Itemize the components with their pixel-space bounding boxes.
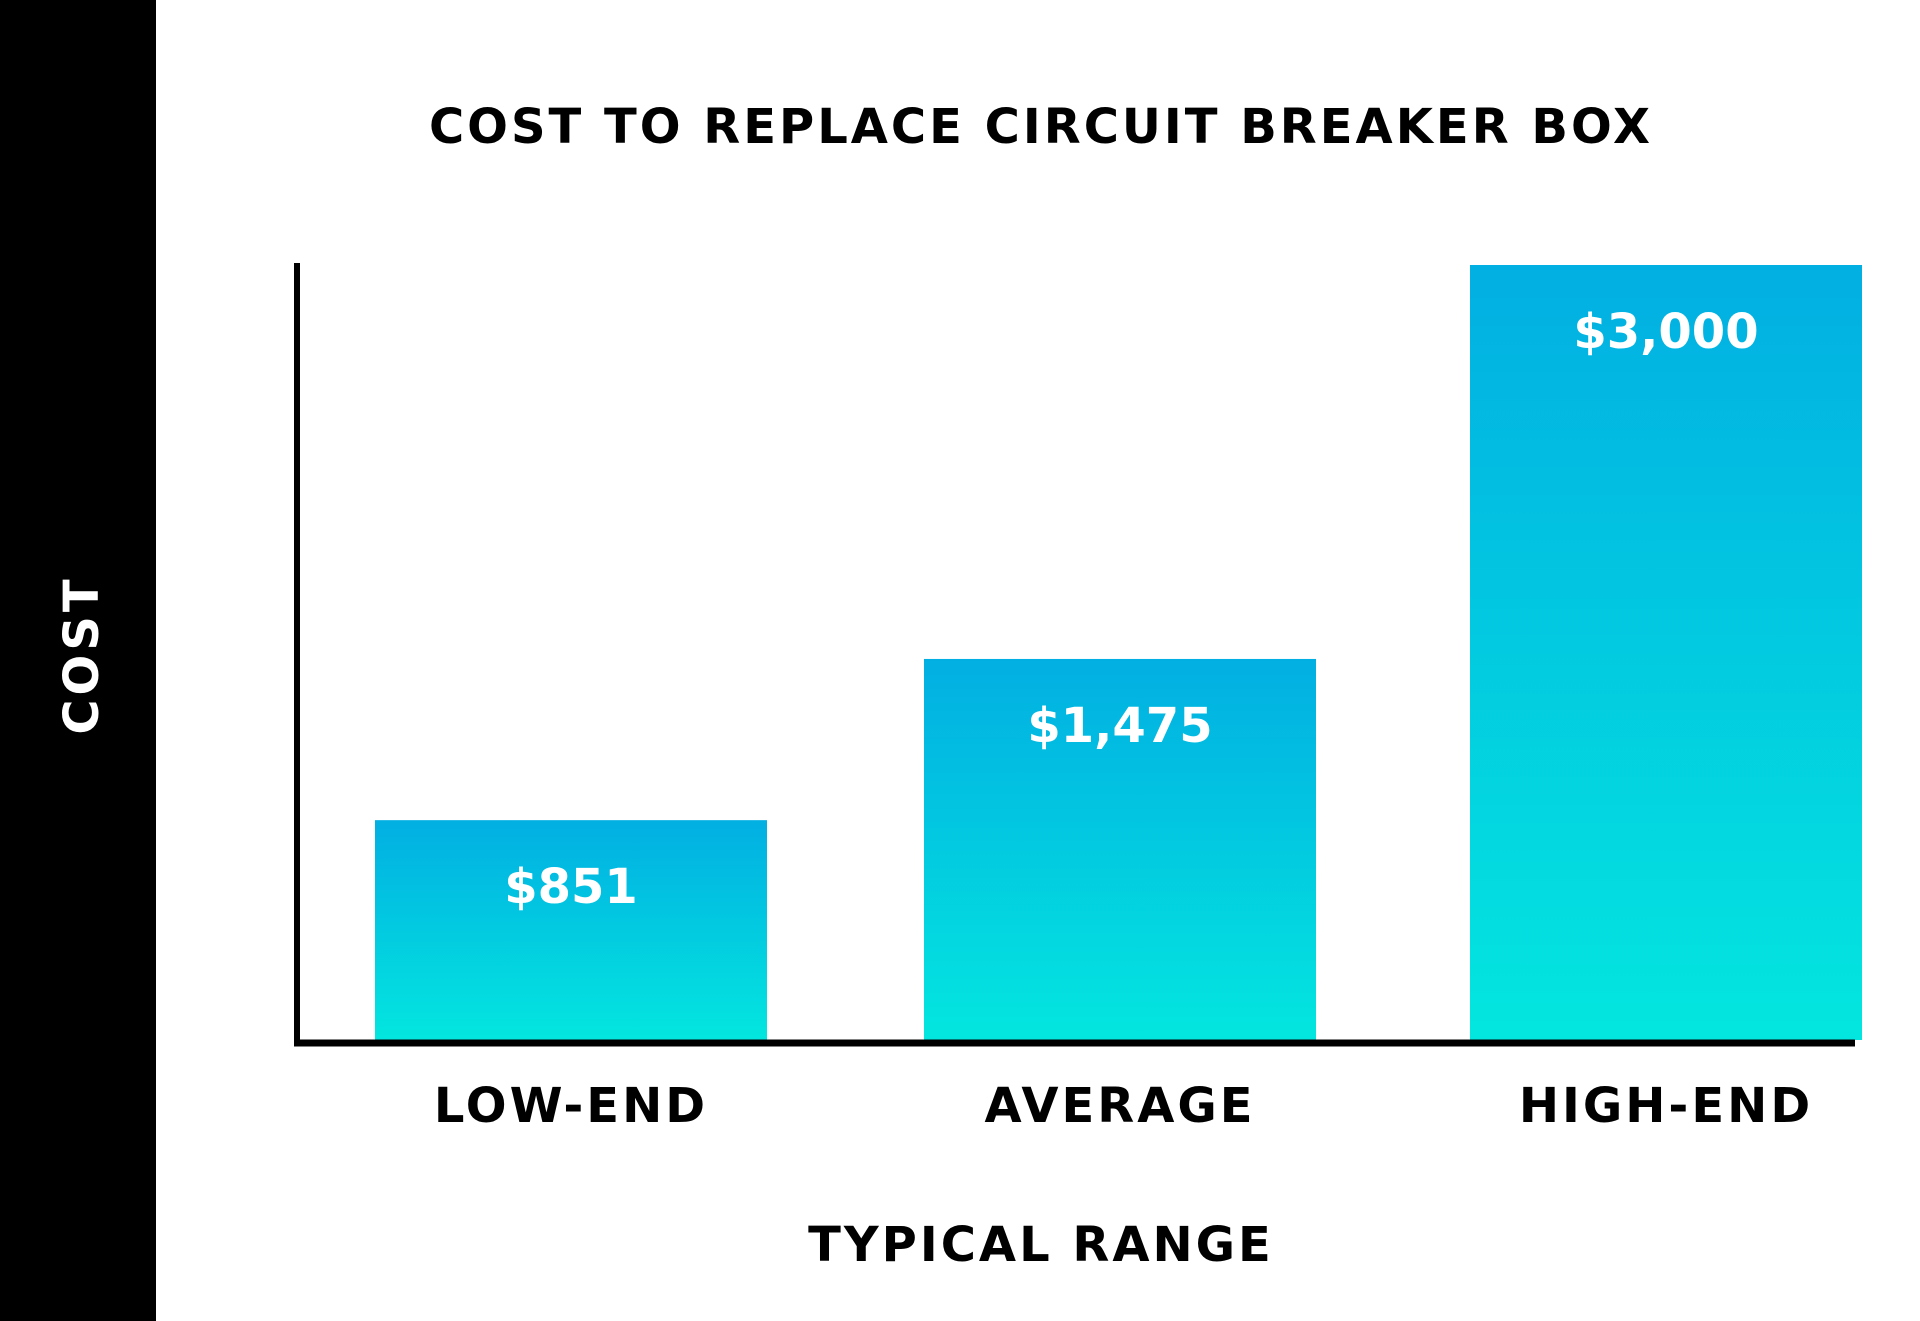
category-label-average: AVERAGE: [984, 1078, 1255, 1134]
labels-layer: $851 LOW-END $1,475 AVERAGE $3,000 HIGH-END: [434, 304, 1813, 1134]
x-axis-label: TYPICAL RANGE: [808, 1217, 1274, 1273]
bar-average: [924, 658, 1316, 1040]
bar-low-end: [375, 820, 767, 1040]
value-label-high-end: $3,000: [1573, 304, 1758, 360]
bar-high-end: [1470, 265, 1862, 1040]
category-label-high-end: HIGH-END: [1519, 1078, 1813, 1134]
value-label-average: $1,475: [1027, 698, 1212, 754]
side-band: COST: [0, 0, 156, 1321]
category-label-low-end: LOW-END: [434, 1078, 708, 1134]
value-label-low-end: $851: [504, 859, 638, 915]
bars-layer: [375, 265, 1862, 1040]
chart-title: COST TO REPLACE CIRCUIT BREAKER BOX: [428, 99, 1654, 155]
